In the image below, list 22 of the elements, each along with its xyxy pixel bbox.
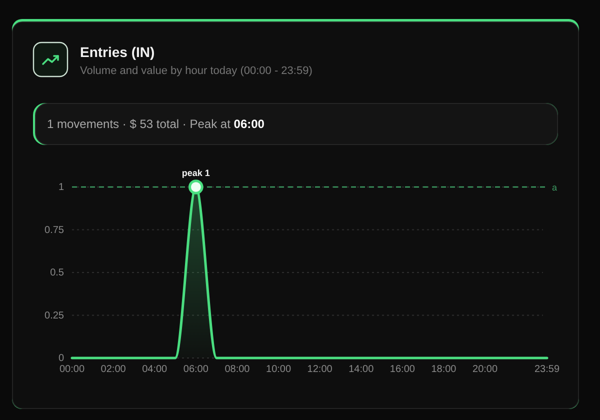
x-tick-label: 14:00 — [348, 364, 374, 376]
y-tick-label: 0 — [58, 353, 64, 364]
y-tick-label: 0.5 — [50, 268, 64, 279]
x-tick-label: 08:00 — [224, 364, 250, 376]
x-tick-label: 23:59 — [534, 364, 560, 376]
x-tick-label: 00:00 — [59, 364, 85, 376]
chart-subtitle: Volume and value by hour today (00:00 - 23:59) — [80, 65, 312, 77]
x-tick-label: 04:00 — [142, 364, 168, 376]
annotation: peak 1 — [182, 168, 210, 178]
x-tick-label: 16:00 — [390, 364, 416, 376]
y-tick-label: 0.25 — [44, 310, 64, 322]
x-tick-label: 06:00 — [183, 364, 209, 376]
x-tick-label: 02:00 — [100, 364, 126, 376]
ref-line-label: a — [552, 182, 558, 192]
y-tick-label: 0.75 — [44, 224, 64, 236]
text: 1 movements · $ 53 total · Peak at 06:00 — [47, 117, 265, 131]
x-tick-label: 18:00 — [431, 364, 457, 376]
x-tick-label: 12:00 — [307, 364, 333, 376]
x-tick-label: 10:00 — [266, 364, 292, 376]
chart-title: Entries (IN) — [80, 44, 155, 60]
y-tick-label: 1 — [58, 182, 64, 194]
x-tick-label: 20:00 — [472, 364, 498, 376]
